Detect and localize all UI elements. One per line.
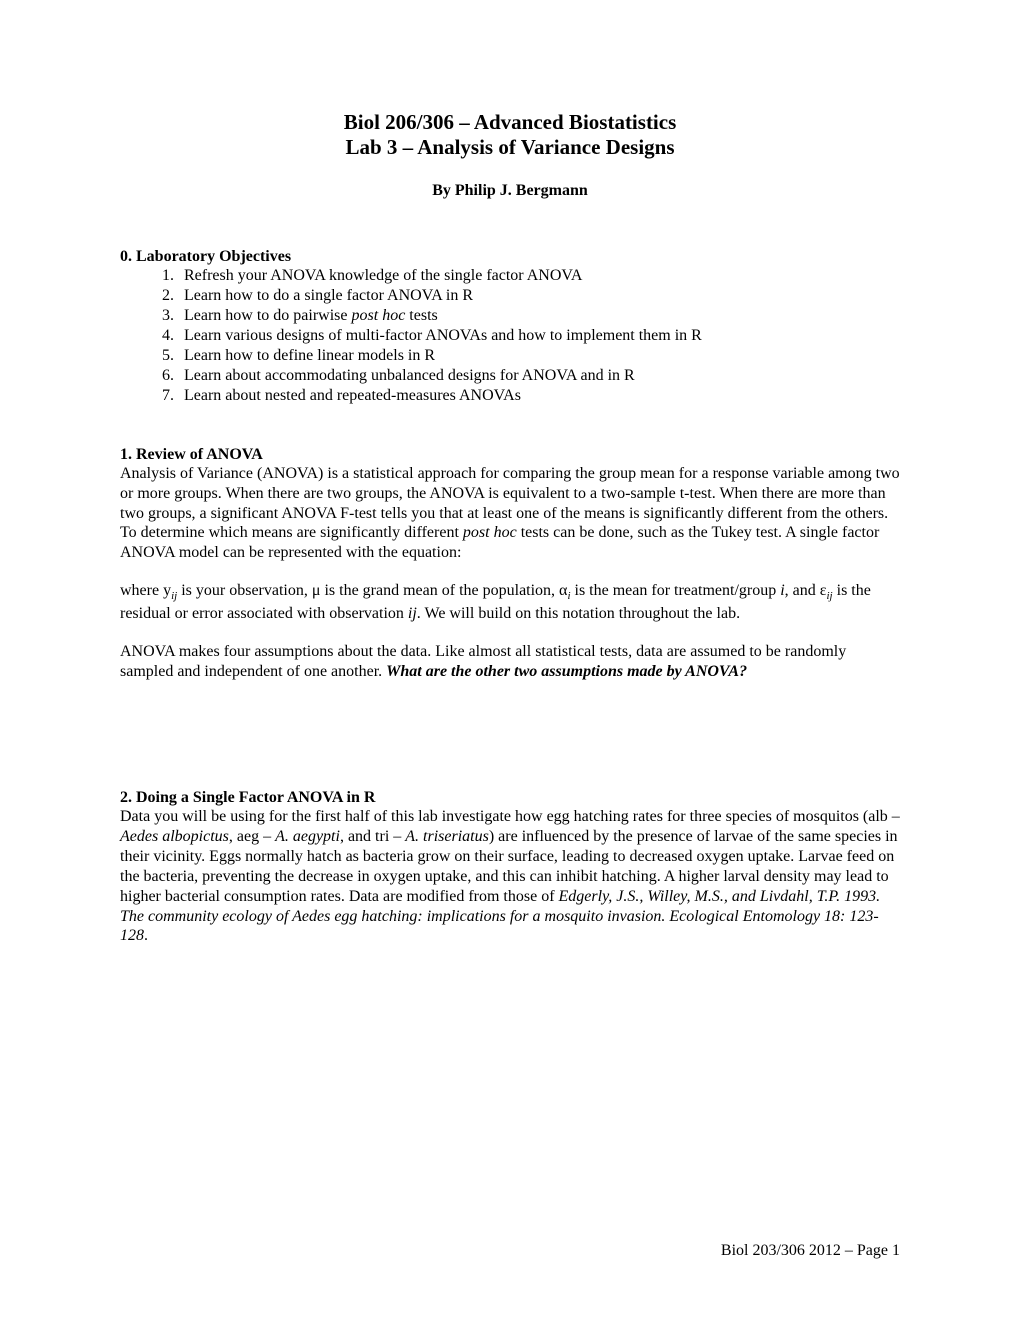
section1-para1: Analysis of Variance (ANOVA) is a statis… <box>120 464 900 563</box>
section1-para3: ANOVA makes four assumptions about the d… <box>120 642 900 682</box>
page-footer: Biol 203/306 2012 – Page 1 <box>721 1242 900 1260</box>
section1-para2: where yij is your observation, μ is the … <box>120 581 900 624</box>
list-item: Learn about accommodating unbalanced des… <box>178 366 900 386</box>
s2-c: , aeg – <box>229 828 275 845</box>
list-item: Learn about nested and repeated-measures… <box>178 386 900 406</box>
objectives-list: Refresh your ANOVA knowledge of the sing… <box>120 266 900 406</box>
para2-a: where y <box>120 582 171 599</box>
list-item: Learn how to do a single factor ANOVA in… <box>178 286 900 306</box>
species2: A. aegypti <box>275 828 340 845</box>
s2-e: , and tri – <box>340 828 405 845</box>
list-item: Refresh your ANOVA knowledge of the sing… <box>178 266 900 286</box>
section1-heading: 1. Review of ANOVA <box>120 446 900 464</box>
section2-para1: Data you will be using for the first hal… <box>120 807 900 946</box>
course-title: Biol 206/306 – Advanced Biostatistics <box>120 110 900 135</box>
para2-c: is the mean for treatment/group i, and ε <box>571 582 827 599</box>
section2-heading: 2. Doing a Single Factor ANOVA in R <box>120 789 900 807</box>
para2-b: is your observation, μ is the grand mean… <box>177 582 567 599</box>
title-block: Biol 206/306 – Advanced Biostatistics La… <box>120 110 900 200</box>
species1: Aedes albopictus <box>120 828 229 845</box>
list-item: Learn how to do pairwise post hoc tests <box>178 306 900 326</box>
list-item: Learn various designs of multi-factor AN… <box>178 326 900 346</box>
author-line: By Philip J. Bergmann <box>120 182 900 200</box>
list-item: Learn how to define linear models in R <box>178 346 900 366</box>
s2-i: . <box>144 927 148 944</box>
section0-heading: 0. Laboratory Objectives <box>120 248 900 266</box>
lab-title: Lab 3 – Analysis of Variance Designs <box>120 135 900 160</box>
para3-question: What are the other two assumptions made … <box>386 663 747 680</box>
s2-a: Data you will be using for the first hal… <box>120 808 900 825</box>
species3: A. triseriatus <box>405 828 489 845</box>
